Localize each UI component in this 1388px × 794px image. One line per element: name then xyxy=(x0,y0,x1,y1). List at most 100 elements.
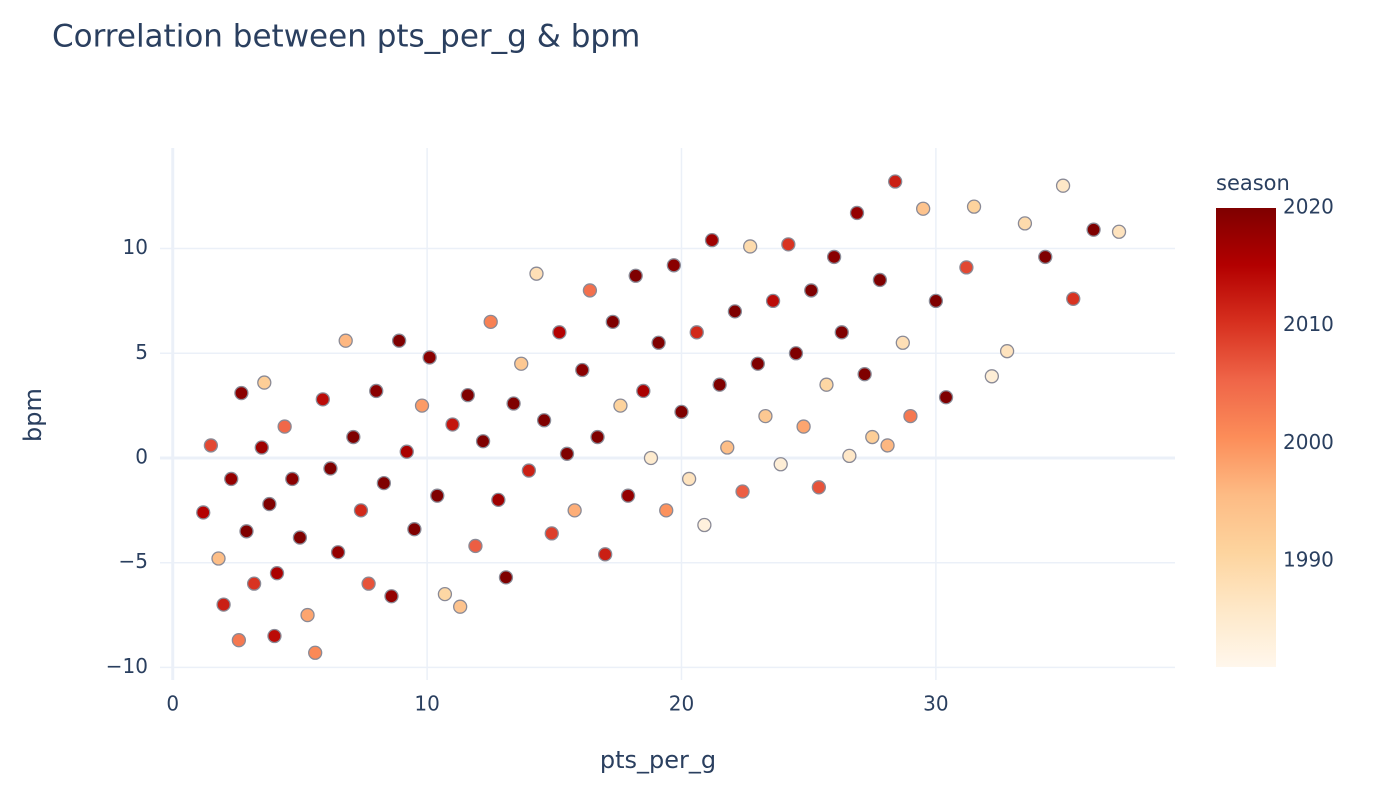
point xyxy=(521,463,537,478)
point xyxy=(437,586,453,602)
point xyxy=(704,233,720,248)
point xyxy=(834,325,849,340)
point xyxy=(338,333,353,348)
point xyxy=(544,526,559,541)
point xyxy=(735,484,750,499)
x-tick-label: 30 xyxy=(923,692,948,716)
point xyxy=(788,346,804,361)
point xyxy=(277,419,292,434)
point xyxy=(781,237,796,252)
point xyxy=(758,408,773,424)
point xyxy=(628,268,643,283)
point xyxy=(643,450,659,466)
point xyxy=(361,576,376,591)
point xyxy=(422,350,437,365)
point xyxy=(267,628,282,644)
point xyxy=(613,398,628,413)
point xyxy=(959,260,974,275)
point xyxy=(285,471,300,487)
point xyxy=(842,448,857,464)
point xyxy=(590,429,605,445)
point xyxy=(849,205,865,221)
point xyxy=(269,566,285,581)
colorbar-title: season xyxy=(1216,171,1290,195)
colorbar-tick-label: 2010 xyxy=(1283,312,1334,336)
y-tick-label: −5 xyxy=(119,549,148,573)
point xyxy=(491,492,506,508)
point xyxy=(928,293,944,309)
point xyxy=(865,429,880,445)
point xyxy=(203,438,219,453)
point xyxy=(346,429,361,445)
point xyxy=(239,524,254,539)
point xyxy=(620,488,636,503)
point xyxy=(712,377,727,392)
point xyxy=(872,272,888,288)
x-axis-title: pts_per_g xyxy=(600,746,716,774)
x-tick-label: 0 xyxy=(166,692,179,716)
x-tick-label: 10 xyxy=(414,692,439,716)
point xyxy=(720,440,735,455)
point xyxy=(257,375,272,390)
point xyxy=(196,505,211,520)
y-tick-label: 5 xyxy=(135,340,148,364)
point xyxy=(826,249,842,265)
point xyxy=(804,283,819,298)
colorbar-tick-label: 1990 xyxy=(1283,548,1334,572)
point xyxy=(391,333,407,348)
point xyxy=(689,325,704,340)
point xyxy=(666,258,682,273)
point xyxy=(743,239,758,254)
grid xyxy=(160,148,1175,680)
point xyxy=(765,293,781,309)
point xyxy=(475,434,491,449)
point xyxy=(1055,178,1071,193)
point xyxy=(224,471,239,487)
point xyxy=(903,408,918,424)
point xyxy=(895,335,910,350)
point xyxy=(697,517,712,533)
point xyxy=(369,383,384,399)
point xyxy=(399,444,414,459)
point xyxy=(262,496,277,512)
point xyxy=(407,522,422,537)
point xyxy=(1038,249,1053,265)
y-tick-label: −10 xyxy=(106,654,148,678)
point xyxy=(460,387,475,403)
point xyxy=(636,383,651,399)
point xyxy=(552,325,567,340)
point xyxy=(376,475,392,491)
point xyxy=(598,547,613,562)
point xyxy=(1086,222,1101,237)
point xyxy=(231,633,247,648)
point xyxy=(483,314,498,329)
point xyxy=(605,314,620,329)
x-tick-label: 20 xyxy=(669,692,694,716)
point xyxy=(536,413,552,428)
chart-title: Correlation between pts_per_g & bpm xyxy=(52,19,640,55)
point xyxy=(254,440,269,455)
point xyxy=(567,503,582,518)
point xyxy=(468,538,483,554)
point xyxy=(888,174,903,189)
point xyxy=(796,419,811,434)
point xyxy=(880,438,895,453)
points xyxy=(196,174,1127,660)
point xyxy=(727,304,743,319)
point xyxy=(430,488,445,503)
colorbar-tick-label: 2020 xyxy=(1283,195,1334,219)
point xyxy=(300,607,315,623)
point xyxy=(773,457,788,472)
point xyxy=(246,576,262,591)
point xyxy=(659,503,674,518)
point xyxy=(445,417,460,432)
point xyxy=(315,392,330,407)
point xyxy=(211,551,226,566)
point xyxy=(811,480,827,495)
point xyxy=(514,356,529,371)
point xyxy=(414,398,430,413)
colorbar-tick-label: 2000 xyxy=(1283,430,1334,454)
point xyxy=(330,545,346,560)
point xyxy=(529,266,544,281)
